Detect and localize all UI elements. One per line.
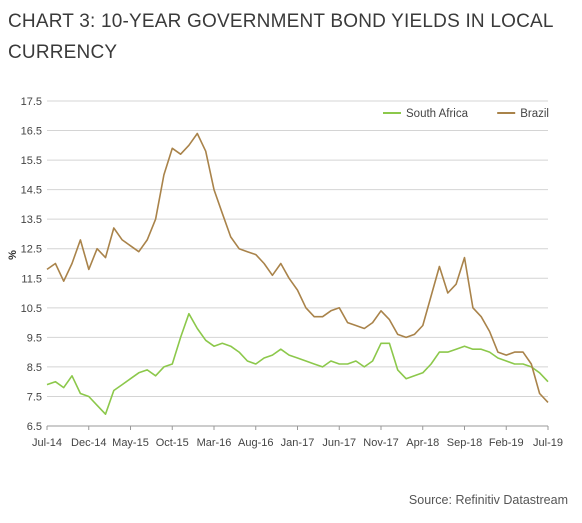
y-axis-label: % — [7, 250, 19, 260]
source-note: Source: Refinitiv Datastream — [408, 493, 568, 507]
series-line-south-africa — [46, 312, 549, 416]
y-tick-label: 6.5 — [27, 421, 42, 433]
y-tick-label: 9.5 — [27, 332, 42, 344]
x-tick-label: Jan-17 — [281, 437, 315, 449]
y-axis-ticks: 17.5 16.5 15.5 14.5 13.5 12.5 11.5 10.5 9.5 8.5 7.… — [21, 96, 42, 433]
y-tick-label: 14.5 — [21, 185, 42, 197]
legend-label: South Africa — [406, 108, 469, 120]
x-axis-ticks: Jul-14 Dec-14 May-15 Oct-15 Mar-16 Aug-16 Jan-… — [32, 426, 563, 449]
y-tick-label: 10.5 — [21, 303, 42, 315]
series-line-brazil — [46, 132, 549, 403]
x-tick-label: Dec-14 — [71, 437, 106, 449]
legend: South Africa Brazil — [383, 108, 549, 120]
gridlines — [47, 100, 548, 427]
y-tick-label: 11.5 — [21, 273, 42, 285]
x-tick-label: Jun-17 — [322, 437, 356, 449]
y-tick-label: 17.5 — [21, 96, 42, 108]
x-tick-label: Nov-17 — [363, 437, 398, 449]
x-tick-label: Sep-18 — [447, 437, 482, 449]
y-tick-label: 7.5 — [27, 391, 42, 403]
series-lines — [46, 132, 549, 416]
x-tick-label: Feb-19 — [489, 437, 524, 449]
x-tick-label: Jul-14 — [32, 437, 62, 449]
x-tick-label: Apr-18 — [406, 437, 439, 449]
x-tick-label: Oct-15 — [156, 437, 189, 449]
legend-label: Brazil — [520, 108, 549, 120]
y-tick-label: 8.5 — [27, 362, 42, 374]
x-tick-label: May-15 — [112, 437, 149, 449]
chart-title: CHART 3: 10-YEAR GOVERNMENT BOND YIELDS … — [8, 11, 553, 63]
y-tick-label: 13.5 — [21, 214, 42, 226]
y-tick-label: 12.5 — [21, 244, 42, 256]
y-tick-label: 15.5 — [21, 155, 42, 167]
y-tick-label: 16.5 — [21, 126, 42, 138]
x-tick-label: Jul-19 — [533, 437, 563, 449]
x-tick-label: Mar-16 — [197, 437, 232, 449]
x-tick-label: Aug-16 — [238, 437, 273, 449]
